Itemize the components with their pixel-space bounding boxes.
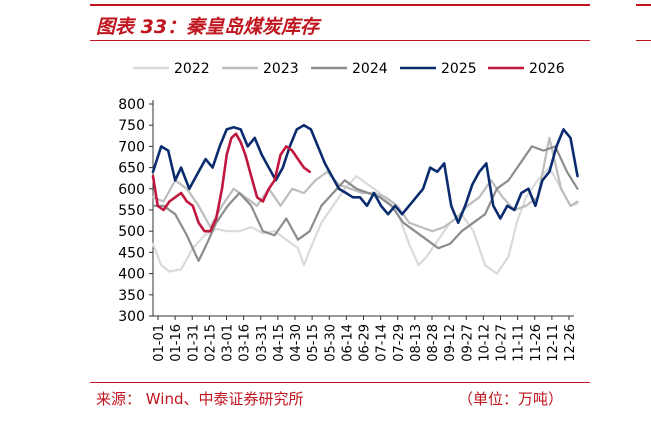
x-tick-label: 09-12 bbox=[443, 324, 458, 362]
x-tick-label: 02-15 bbox=[203, 324, 218, 362]
x-tick-label: 03-01 bbox=[221, 324, 236, 362]
y-tick-label: 400 bbox=[118, 267, 145, 283]
x-tick-label: 12-11 bbox=[546, 324, 561, 362]
series-line-2024 bbox=[151, 145, 579, 262]
x-tick-label: 11-26 bbox=[529, 324, 544, 362]
x-tick-label: 10-27 bbox=[495, 324, 510, 362]
y-tick-label: 550 bbox=[118, 203, 145, 219]
chart-series-lines bbox=[151, 123, 579, 275]
x-tick-label: 07-14 bbox=[375, 324, 390, 362]
x-tick-label: 01-16 bbox=[169, 324, 184, 362]
y-tick-label: 700 bbox=[118, 139, 145, 155]
x-tick-label: 04-15 bbox=[272, 324, 287, 362]
x-tick-label: 09-27 bbox=[460, 324, 475, 362]
x-tick-label: 10-12 bbox=[477, 324, 492, 362]
x-tick-label: 05-15 bbox=[306, 324, 321, 362]
series-line-2022 bbox=[151, 166, 579, 275]
x-tick-label: 11-11 bbox=[512, 324, 527, 362]
x-tick-label: 06-14 bbox=[340, 324, 355, 362]
unit-note: （单位：万吨） bbox=[458, 390, 564, 408]
y-tick-label: 800 bbox=[118, 97, 145, 113]
adjacent-panel-mark bbox=[636, 40, 651, 41]
y-tick-label: 650 bbox=[118, 161, 145, 177]
title-underline bbox=[90, 40, 590, 41]
x-tick-label: 01-31 bbox=[186, 324, 201, 362]
x-tick-label: 03-16 bbox=[238, 324, 253, 362]
x-tick-label: 08-13 bbox=[409, 324, 424, 362]
legend-label-2023: 2023 bbox=[263, 61, 299, 77]
footer-rule bbox=[90, 382, 590, 383]
y-tick-label: 500 bbox=[118, 224, 145, 240]
x-tick-label: 08-28 bbox=[426, 324, 441, 362]
series-line-2025 bbox=[151, 123, 579, 224]
y-tick-label: 600 bbox=[118, 182, 145, 198]
x-tick-label: 01-01 bbox=[152, 324, 167, 362]
title-rule bbox=[90, 4, 590, 6]
x-tick-label: 04-30 bbox=[289, 324, 304, 362]
legend-label-2025: 2025 bbox=[441, 61, 477, 77]
legend-label-2026: 2026 bbox=[529, 61, 565, 77]
x-tick-label: 03-31 bbox=[255, 324, 270, 362]
y-tick-label: 750 bbox=[118, 118, 145, 134]
x-tick-label: 12-26 bbox=[563, 324, 578, 362]
series-line-2026 bbox=[151, 132, 312, 233]
x-tick-label: 05-30 bbox=[323, 324, 338, 362]
chart-legend: 2022 2023 2024 2025 2026 bbox=[133, 61, 565, 77]
legend-label-2024: 2024 bbox=[352, 61, 388, 77]
y-tick-label: 350 bbox=[118, 288, 145, 304]
adjacent-panel-mark bbox=[636, 4, 651, 6]
x-tick-label: 07-29 bbox=[392, 324, 407, 362]
figure-title: 图表 33：秦皇岛煤炭库存 bbox=[96, 16, 320, 38]
source-note: 来源： Wind、中泰证券研究所 bbox=[96, 390, 304, 408]
y-tick-label: 300 bbox=[118, 309, 145, 325]
y-tick-label: 450 bbox=[118, 245, 145, 261]
legend-label-2022: 2022 bbox=[174, 61, 210, 77]
x-tick-label: 06-29 bbox=[358, 324, 373, 362]
